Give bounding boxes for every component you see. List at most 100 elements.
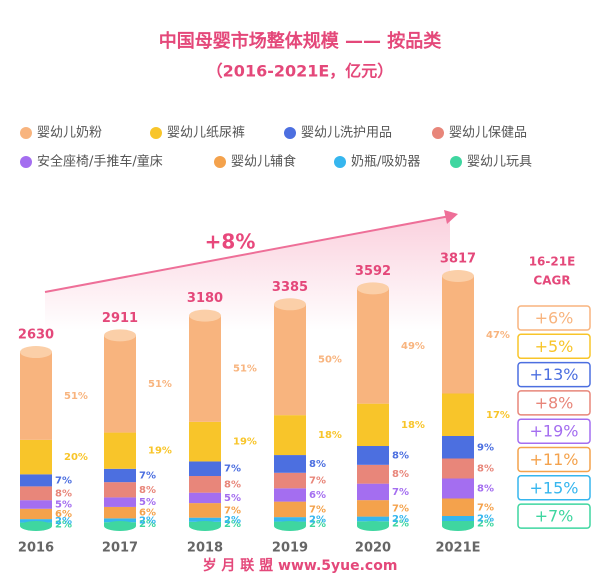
cagr-box bbox=[517, 418, 591, 444]
total-label: 3385 bbox=[272, 280, 308, 295]
data-label: 9% bbox=[477, 442, 494, 453]
cagr-label: +8% bbox=[535, 393, 574, 412]
cagr-box bbox=[517, 390, 591, 416]
data-label: 6% bbox=[309, 490, 326, 501]
data-label: 2% bbox=[55, 519, 72, 530]
legend-swatch bbox=[334, 156, 346, 168]
data-label: 7% bbox=[392, 503, 409, 514]
legend-swatch bbox=[432, 127, 444, 139]
data-label: 18% bbox=[401, 420, 425, 431]
cagr-label: +11% bbox=[530, 450, 579, 469]
data-label: 20% bbox=[64, 452, 88, 463]
bar-segment bbox=[20, 474, 52, 487]
cagr-label: +15% bbox=[530, 478, 579, 497]
cagr-label: +19% bbox=[530, 422, 579, 441]
bar-segment bbox=[20, 508, 52, 520]
bar-segment bbox=[274, 304, 306, 416]
data-label: 8% bbox=[55, 488, 72, 499]
cagr-title: 16-21E bbox=[529, 255, 576, 269]
bar-segment bbox=[20, 519, 52, 523]
bar-bottom bbox=[442, 521, 474, 531]
legend-label: 奶瓶/吸奶器 bbox=[351, 155, 420, 170]
bar-segment bbox=[357, 483, 389, 501]
bar-bottom bbox=[20, 521, 52, 531]
data-label: 51% bbox=[233, 364, 257, 375]
bar-segment bbox=[442, 436, 474, 459]
data-label: 6% bbox=[55, 509, 72, 520]
cagr-title: CAGR bbox=[533, 274, 570, 288]
trend-area bbox=[45, 216, 450, 330]
bar-segment bbox=[274, 488, 306, 502]
cagr-label: +7% bbox=[535, 507, 574, 526]
bar-segment bbox=[189, 315, 221, 422]
x-tick-label: 2016 bbox=[18, 541, 54, 556]
cagr-label: +5% bbox=[535, 337, 574, 356]
x-tick-label: 2018 bbox=[187, 541, 223, 556]
bar-segment bbox=[274, 415, 306, 456]
bar-bottom bbox=[104, 521, 136, 531]
bar-segment bbox=[357, 446, 389, 465]
total-label: 2630 bbox=[18, 328, 54, 343]
bar-bottom bbox=[274, 521, 306, 531]
trend-annotation: +8% bbox=[205, 230, 256, 254]
bar-segment bbox=[20, 439, 52, 475]
cagr-box bbox=[517, 475, 591, 501]
data-label: 51% bbox=[64, 391, 88, 402]
cagr-label: +13% bbox=[530, 365, 579, 384]
bar-segment bbox=[20, 500, 52, 509]
data-label: 7% bbox=[55, 475, 72, 486]
bar-segment bbox=[104, 497, 136, 507]
bar-segment bbox=[274, 517, 306, 522]
legend-swatch bbox=[150, 127, 162, 139]
data-label: 2% bbox=[477, 519, 494, 530]
total-label: 2911 bbox=[102, 311, 138, 326]
total-label: 3180 bbox=[187, 291, 223, 306]
data-label: 49% bbox=[401, 341, 425, 352]
bar-segment bbox=[442, 498, 474, 516]
bar-top bbox=[189, 309, 221, 322]
data-label: 19% bbox=[148, 446, 172, 457]
legend-label: 婴幼儿洗护用品 bbox=[301, 126, 392, 141]
bar-segment bbox=[442, 458, 474, 479]
bar-segment bbox=[442, 516, 474, 521]
data-label: 8% bbox=[477, 484, 494, 495]
bar-segment bbox=[189, 421, 221, 462]
data-label: 8% bbox=[224, 479, 241, 490]
data-label: 7% bbox=[139, 470, 156, 481]
bar-segment bbox=[357, 500, 389, 517]
data-label: 2% bbox=[55, 516, 72, 527]
cagr-label: +6% bbox=[535, 309, 574, 328]
data-label: 5% bbox=[55, 499, 72, 510]
bar-segment bbox=[189, 517, 221, 522]
bar-segment bbox=[357, 288, 389, 404]
legend-swatch bbox=[450, 156, 462, 168]
bar-segment bbox=[104, 482, 136, 498]
legend-label: 婴幼儿辅食 bbox=[231, 154, 296, 170]
data-label: 2% bbox=[309, 514, 326, 525]
chart-title: 中国母婴市场整体规模 —— 按品类 bbox=[159, 30, 443, 52]
trend-line bbox=[44, 215, 451, 293]
legend-swatch bbox=[284, 127, 296, 139]
bar-segment bbox=[357, 464, 389, 484]
bar-segment bbox=[189, 492, 221, 504]
bar-segment bbox=[442, 276, 474, 394]
bar-segment bbox=[20, 352, 52, 440]
bar-segment bbox=[104, 518, 136, 523]
bar-segment bbox=[357, 403, 389, 447]
data-label: 18% bbox=[318, 430, 342, 441]
data-label: 2% bbox=[477, 514, 494, 525]
bar-segment bbox=[442, 393, 474, 436]
cagr-box bbox=[517, 333, 591, 360]
data-label: 2% bbox=[139, 515, 156, 526]
data-label: 17% bbox=[486, 410, 510, 421]
x-tick-label: 2019 bbox=[272, 541, 308, 556]
x-tick-label: 2017 bbox=[102, 541, 138, 556]
cagr-box bbox=[517, 446, 591, 473]
cagr-box bbox=[517, 305, 591, 331]
data-label: 2% bbox=[392, 514, 409, 525]
data-label: 8% bbox=[392, 469, 409, 480]
bar-segment bbox=[274, 472, 306, 489]
data-label: 5% bbox=[224, 493, 241, 504]
